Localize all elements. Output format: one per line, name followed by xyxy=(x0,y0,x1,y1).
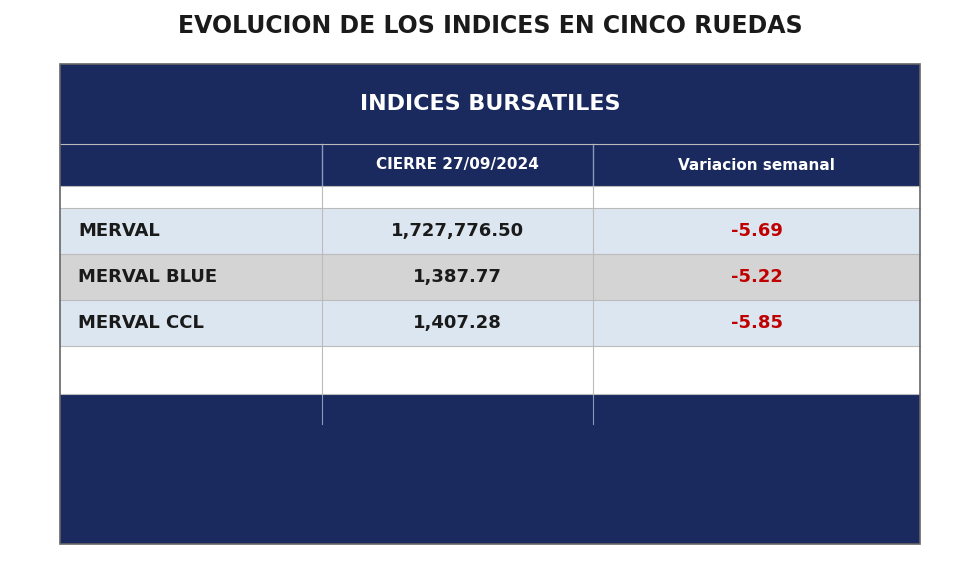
Text: 1,407.28: 1,407.28 xyxy=(414,314,502,332)
Text: 1,727,776.50: 1,727,776.50 xyxy=(391,222,524,240)
Text: MERVAL: MERVAL xyxy=(78,222,160,240)
Text: 1,387.77: 1,387.77 xyxy=(414,268,502,286)
Text: Variacion semanal: Variacion semanal xyxy=(678,157,835,173)
Text: EVOLUCION DE LOS INDICES EN CINCO RUEDAS: EVOLUCION DE LOS INDICES EN CINCO RUEDAS xyxy=(177,14,803,38)
Bar xyxy=(60,300,920,346)
Bar xyxy=(60,64,920,544)
Text: -5.85: -5.85 xyxy=(731,314,783,332)
Text: MERVAL BLUE: MERVAL BLUE xyxy=(78,268,218,286)
Text: INDICES BURSATILES: INDICES BURSATILES xyxy=(360,94,620,114)
Bar xyxy=(60,208,920,254)
Bar xyxy=(60,346,920,394)
Bar xyxy=(60,186,920,208)
Bar xyxy=(322,144,593,186)
Text: MERVAL CCL: MERVAL CCL xyxy=(78,314,204,332)
Bar xyxy=(60,144,322,186)
Text: -5.69: -5.69 xyxy=(731,222,783,240)
Bar xyxy=(60,64,920,544)
Bar xyxy=(60,64,920,144)
Text: CIERRE 27/09/2024: CIERRE 27/09/2024 xyxy=(376,157,539,173)
Bar xyxy=(593,144,920,186)
Text: -5.22: -5.22 xyxy=(731,268,783,286)
Bar xyxy=(60,254,920,300)
Bar xyxy=(60,394,920,424)
